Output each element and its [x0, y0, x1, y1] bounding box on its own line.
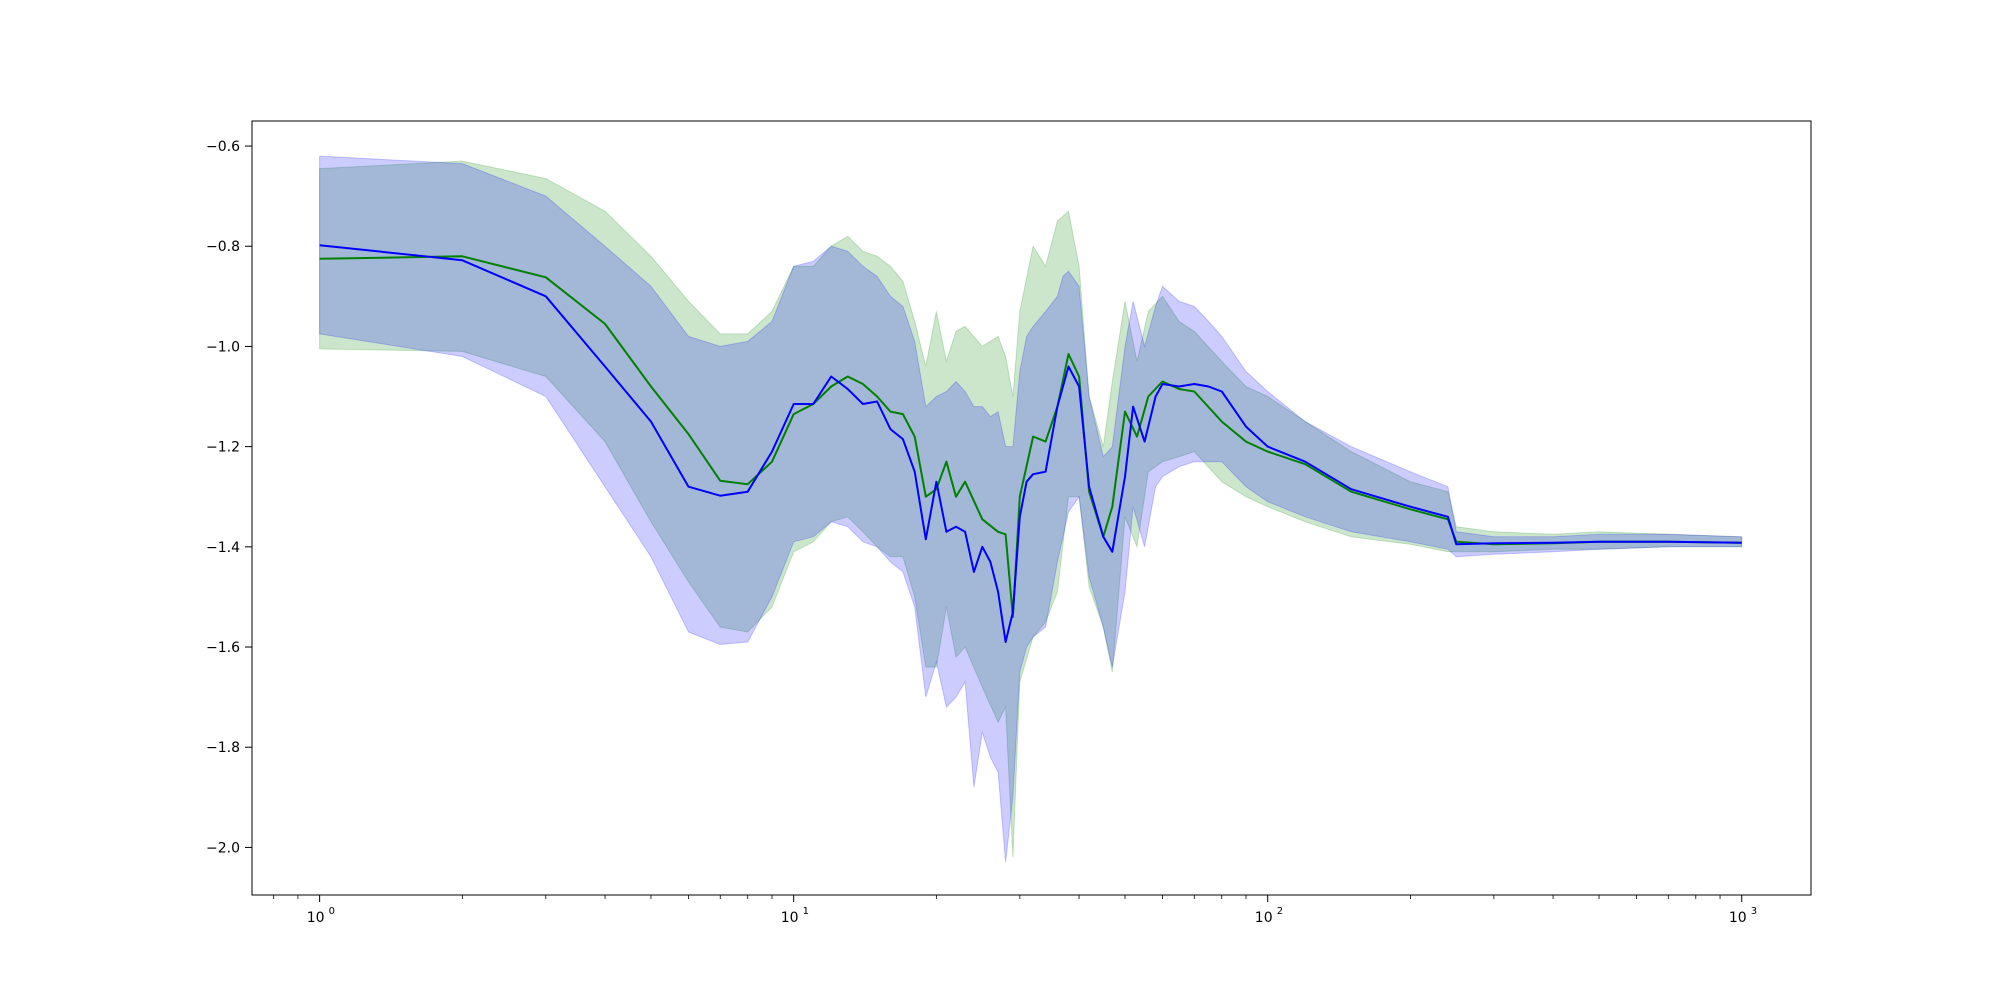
x-tick-label: 10 — [307, 910, 325, 926]
band-series-2 — [319, 155, 1743, 863]
x-tick-label: 10 — [781, 910, 799, 926]
confidence-bands — [319, 155, 1743, 863]
x-tick-exponent: 3 — [1751, 906, 1757, 917]
x-tick-exponent: 1 — [803, 906, 809, 917]
y-tick-label: −0.8 — [206, 239, 240, 255]
y-tick-label: −1.8 — [206, 740, 240, 756]
band-series-1 — [319, 160, 1743, 858]
y-tick-label: −1.0 — [206, 339, 240, 355]
x-tick-exponent: 2 — [1277, 906, 1283, 917]
line-series-1 — [319, 255, 1742, 618]
x-axis-ticks: 10 0 10 1 10 2 10 3 — [273, 895, 1757, 926]
x-tick-label: 10 — [1729, 910, 1747, 926]
y-tick-label: −1.2 — [206, 440, 240, 456]
plot-frame — [251, 120, 1812, 896]
y-axis-ticks: −0.6 −0.8 −1.0 −1.2 −1.4 −1.6 −1.8 −2.0 — [206, 139, 252, 856]
x-tick-exponent: 0 — [329, 906, 335, 917]
series-lines — [319, 244, 1742, 643]
x-tick-label: 10 — [1255, 910, 1273, 926]
y-tick-label: −1.6 — [206, 640, 240, 656]
y-tick-label: −1.4 — [206, 540, 240, 556]
line-series-2 — [319, 244, 1742, 643]
y-tick-label: −2.0 — [206, 840, 240, 856]
y-tick-label: −0.6 — [206, 139, 240, 155]
